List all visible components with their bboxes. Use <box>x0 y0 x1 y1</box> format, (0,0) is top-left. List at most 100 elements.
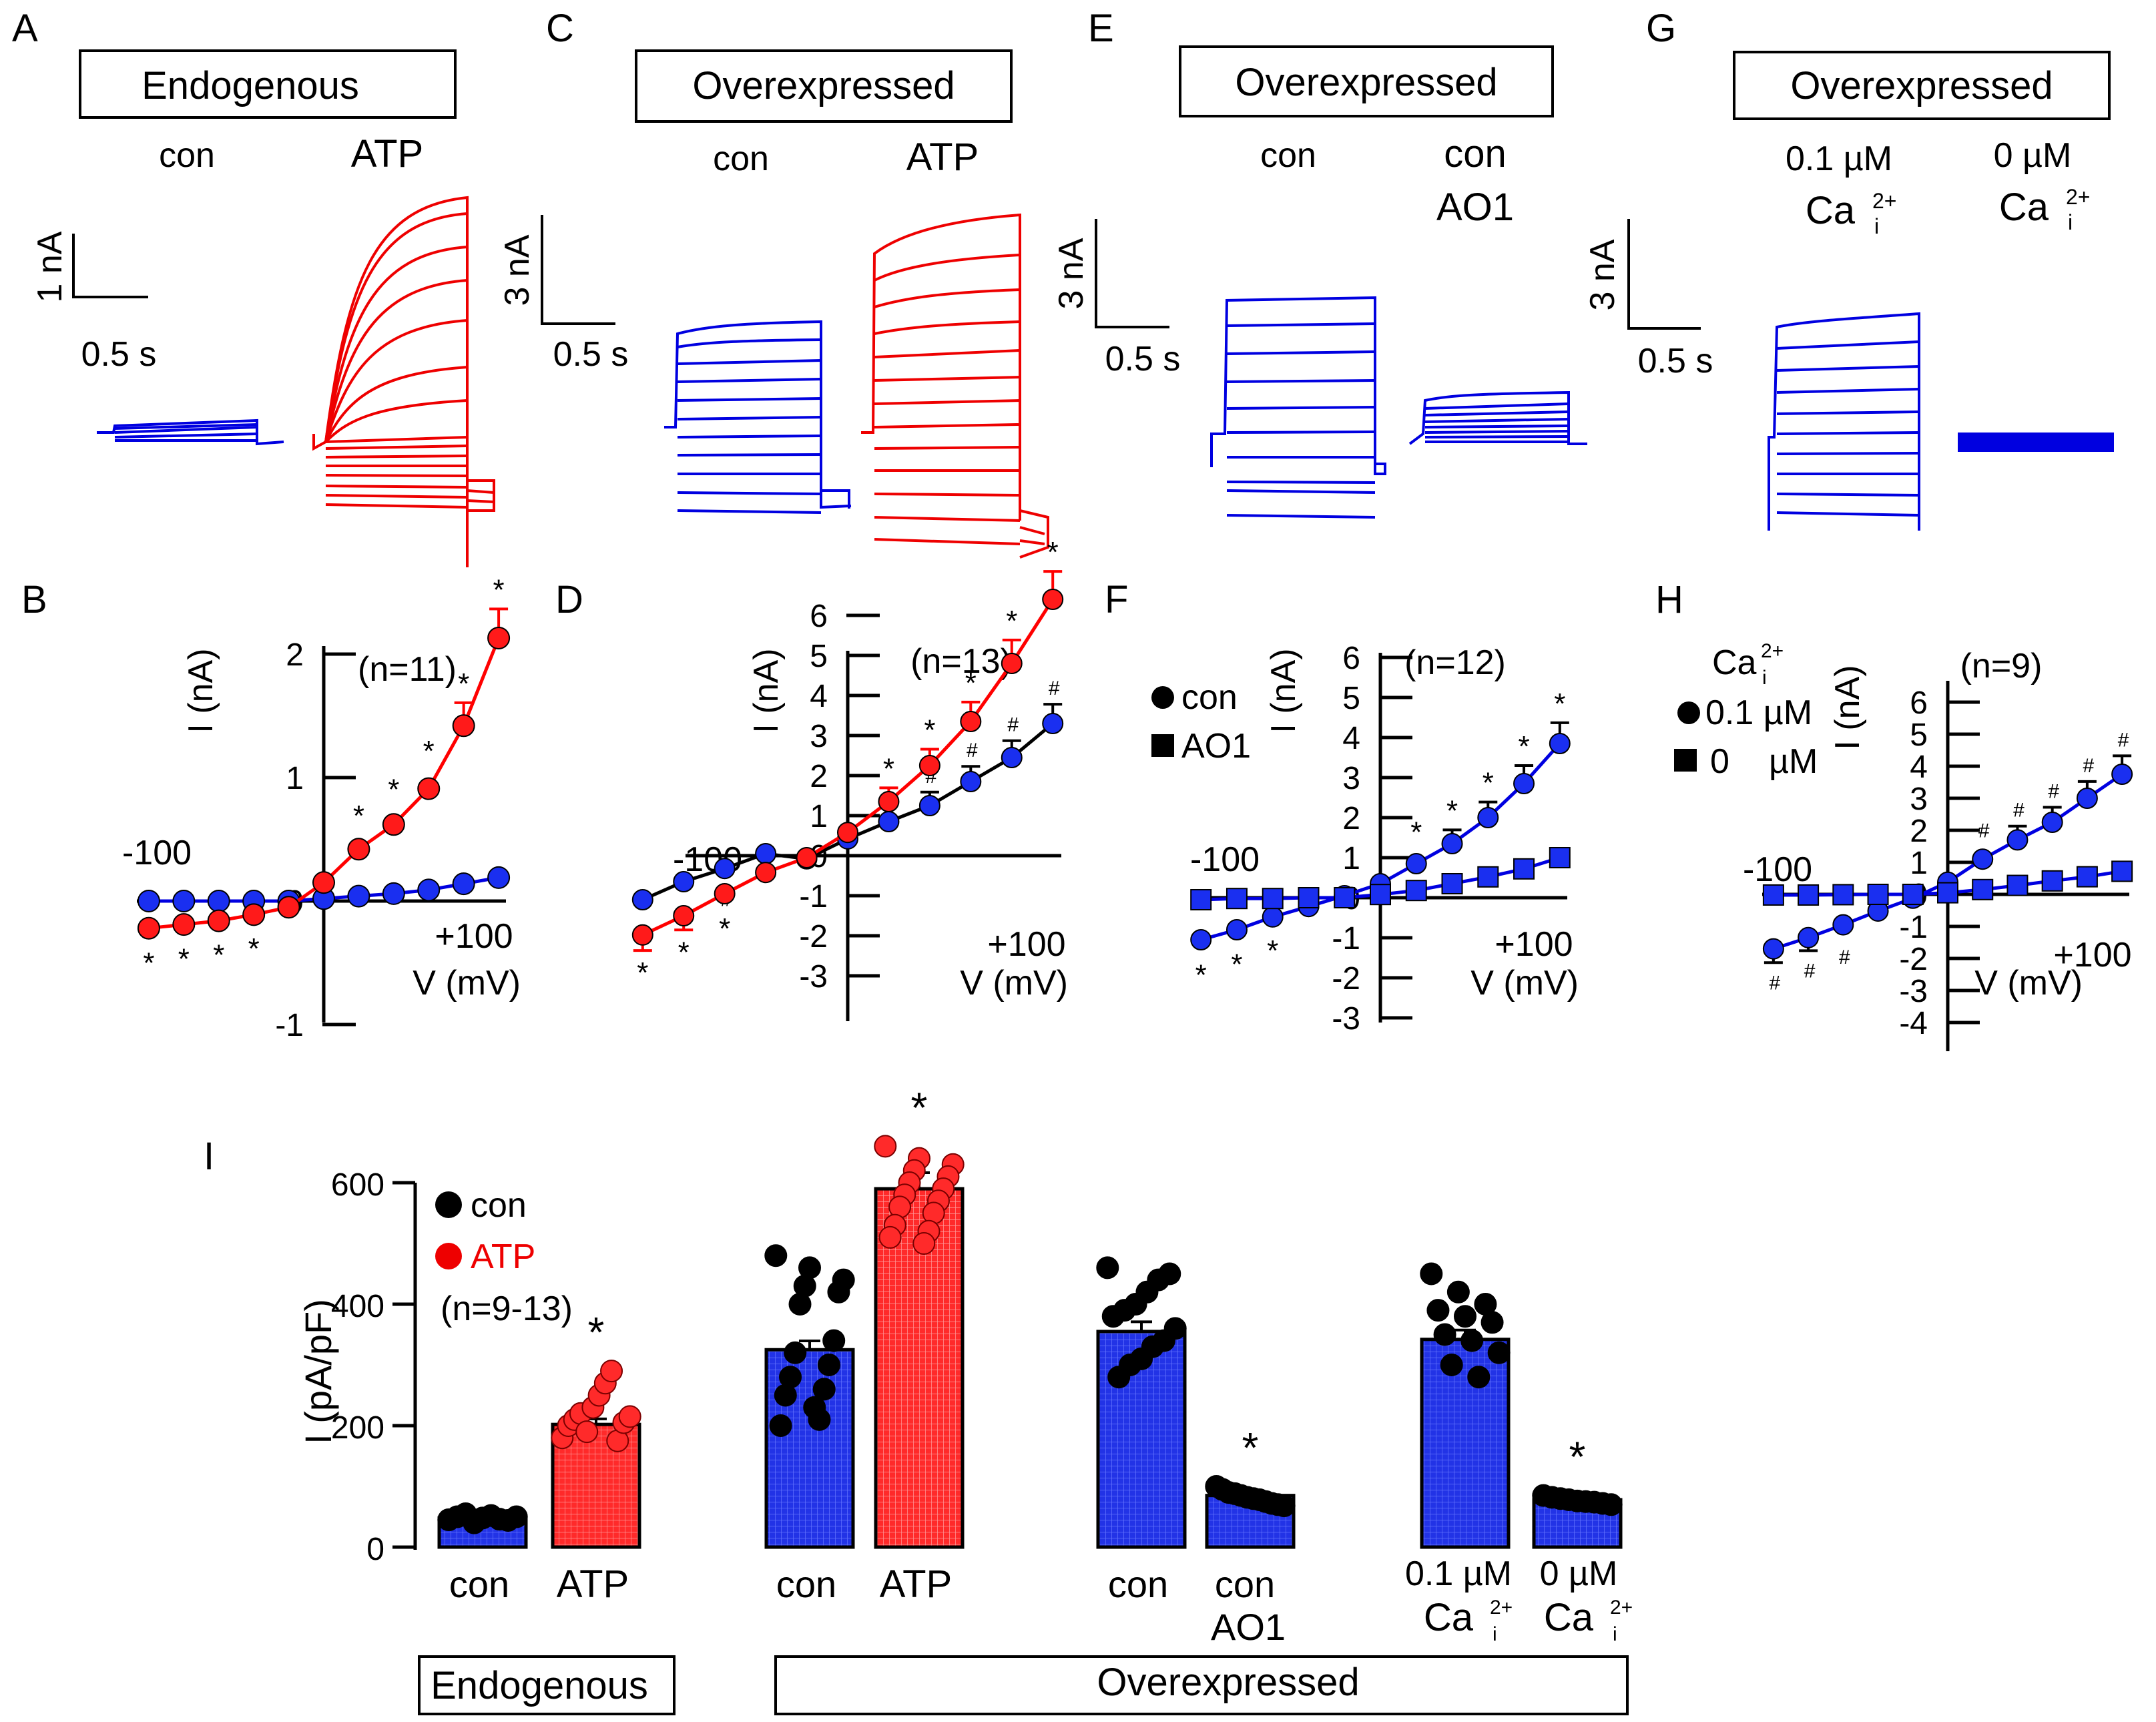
panel-letter-g: G <box>1646 7 1676 50</box>
iv-D-point <box>673 871 695 892</box>
iv-B-point <box>172 913 196 936</box>
iv-H-ytick-label: 5 <box>1910 718 1928 753</box>
legend-h-01-marker <box>1677 701 1700 724</box>
iv-H-point <box>1867 884 1889 905</box>
panel-g: G Overexpressed 0.1 µM Ca 2+ i 0 µM Ca 2… <box>1583 7 2114 531</box>
iv-F-point <box>1262 888 1284 910</box>
iv-H-point <box>2076 788 2098 809</box>
bar-point <box>600 1360 623 1383</box>
legend-h-01: 0.1 µM <box>1705 693 1812 732</box>
iv-D-point <box>1001 747 1023 768</box>
iv-B-point <box>242 903 266 926</box>
bar-point <box>1420 1262 1443 1285</box>
iv-H-hash: # <box>1978 820 1990 842</box>
iv-H-point <box>1832 884 1854 906</box>
iv-H-point <box>1902 884 1924 905</box>
bar-star: * <box>1242 1424 1259 1472</box>
iv-B-star: * <box>493 573 505 606</box>
bar-point <box>812 1378 836 1401</box>
iv-B-point <box>137 916 160 940</box>
bar-point <box>822 1329 846 1352</box>
title-box-a <box>79 49 457 119</box>
cond1b-label-g: Ca <box>1806 189 1856 232</box>
panel-letter-c: C <box>546 7 574 50</box>
xt-endo-con: con <box>449 1563 509 1605</box>
title-a: Endogenous <box>142 64 359 107</box>
bar-legend-con-marker <box>435 1191 462 1218</box>
bar-star: * <box>911 1083 928 1131</box>
iv-F-point <box>1513 773 1535 794</box>
n-label-h: (n=9) <box>1960 647 2043 685</box>
panel-a: A Endogenous con ATP 1 nA 0.5 s <box>12 7 495 567</box>
iv-D-point <box>755 862 777 884</box>
iv-D-point <box>1042 589 1064 610</box>
bar-point <box>1096 1256 1119 1279</box>
iv-D-ytick-label: -2 <box>799 919 828 954</box>
iv-H-ylabel: I (nA) <box>1828 665 1867 750</box>
legend-h-0a: 0 <box>1710 742 1729 781</box>
bar-point <box>769 1414 792 1437</box>
bar-point <box>1107 1366 1131 1389</box>
iv-B-point <box>382 882 405 905</box>
iv-B-star: * <box>178 943 190 976</box>
iv-D-point <box>714 858 736 880</box>
bar-point <box>764 1244 788 1267</box>
iv-B-point <box>207 909 230 932</box>
scale-current-e: 3 nA <box>1052 238 1091 309</box>
iv-D-star: * <box>719 912 730 945</box>
iv-B-point <box>347 884 370 908</box>
iv-D-ytick-label: 3 <box>810 719 828 754</box>
scale-current-g: 3 nA <box>1583 239 1622 310</box>
bar-point <box>784 1341 807 1364</box>
bar-point <box>1460 1329 1484 1352</box>
iv-D-point <box>631 924 653 946</box>
panel-h: H (n=9) Ca 2+ i 0.1 µM 0 µM -4-3-2-1 0 123… <box>1655 578 2133 1051</box>
scale-bar-g <box>1627 219 1701 330</box>
bar-point <box>1426 1299 1450 1322</box>
panel-letter-h: H <box>1655 578 1683 621</box>
iv-F-ytick-label: 6 <box>1342 641 1360 676</box>
iv-F-xlabel: V (mV) <box>1470 964 1579 1002</box>
iv-H-hash: # <box>2083 755 2095 777</box>
xt-0: 0 µM <box>1540 1554 1618 1593</box>
trace-0-g <box>1958 433 2114 452</box>
bar-point <box>1440 1354 1463 1376</box>
trace-ao1-e <box>1408 390 1587 445</box>
iv-B-point <box>312 871 335 894</box>
iv-D-ytick-label: 4 <box>810 679 828 714</box>
group-label-endogenous: Endogenous <box>431 1664 648 1707</box>
iv-D-point <box>1001 653 1023 674</box>
scale-time-g: 0.5 s <box>1638 342 1713 380</box>
trace-con-e <box>1210 296 1386 519</box>
iv-B-star: * <box>388 773 399 806</box>
iv-D-star: * <box>924 714 935 747</box>
legend-f-ao1-marker <box>1151 734 1174 757</box>
bar-point <box>1467 1366 1491 1389</box>
iv-F-point <box>1549 733 1571 754</box>
scale-time-a: 0.5 s <box>81 335 157 374</box>
bar-plot-i: 0 200 400 600 I (pA/pF) * * * * <box>297 1083 1623 1567</box>
iv-F-point <box>1298 887 1320 908</box>
iv-H-point <box>1762 938 1784 960</box>
legend-f: con AO1 <box>1151 678 1251 766</box>
iv-F-point <box>1226 888 1248 910</box>
panel-letter-d: D <box>555 578 583 621</box>
group-box-endogenous <box>418 1655 676 1715</box>
iv-B-point <box>277 896 300 919</box>
legend-h: Ca 2+ i 0.1 µM 0 µM <box>1674 640 1818 781</box>
xt-ao1: AO1 <box>1211 1606 1286 1648</box>
iv-D-star: * <box>1047 536 1059 569</box>
bar-point <box>912 1232 936 1255</box>
iv-D-star: * <box>637 956 648 989</box>
iv-H-hash: # <box>1839 946 1850 968</box>
iv-H-point <box>1972 878 1994 900</box>
iv-H-point <box>2006 874 2029 896</box>
iv-F-point <box>1513 858 1535 880</box>
bar-legend-atp: ATP <box>471 1237 535 1276</box>
iv-F-point <box>1190 929 1212 950</box>
bar-point <box>827 1280 850 1304</box>
xt-01-sup: 2+ <box>1490 1597 1513 1619</box>
cond2-sub-g: i <box>2068 210 2073 234</box>
